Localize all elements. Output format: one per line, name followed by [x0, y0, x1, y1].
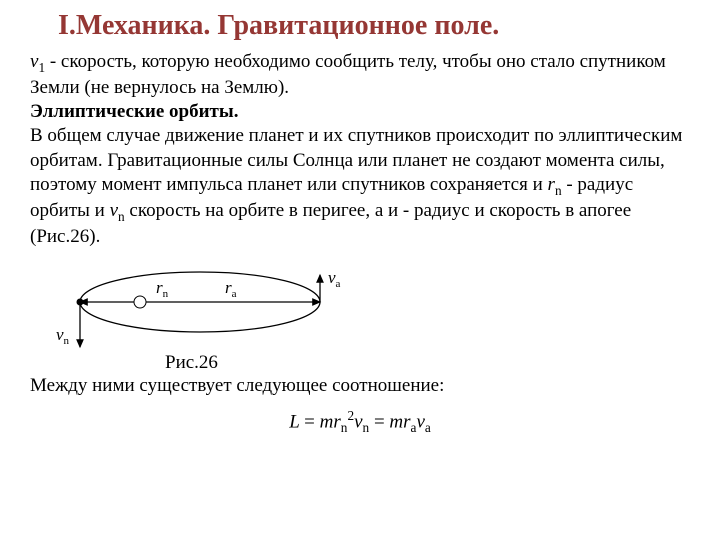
paragraph-after-figure: Между ними существует следующее соотноше…	[30, 374, 690, 398]
fv2: v	[416, 412, 424, 433]
bold-heading: Эллиптические орбиты.	[30, 101, 238, 122]
symbol-rn: rn	[548, 174, 567, 195]
feq2: =	[374, 412, 389, 433]
feq1: =	[304, 412, 319, 433]
v1-sub: 1	[38, 60, 45, 75]
rn-base: r	[548, 174, 555, 195]
svg-text:ra: ra	[225, 278, 237, 300]
symbol-vn: vn	[110, 200, 130, 221]
svg-text:vn: vn	[56, 325, 70, 347]
fm1: m	[320, 412, 334, 433]
fva: a	[425, 420, 431, 435]
ellipse-diagram: rn ra vn va	[50, 255, 350, 350]
para1a: - скорость, которую необходимо сообщить …	[30, 51, 666, 98]
vn-base: v	[110, 200, 118, 221]
rn-sub: n	[555, 183, 562, 198]
symbol-v1: v1	[30, 51, 50, 72]
vn-sub: n	[118, 209, 125, 224]
fm2: m	[389, 412, 403, 433]
svg-text:rn: rn	[156, 278, 169, 300]
figure-caption: Рис.26	[165, 352, 690, 374]
fL: L	[289, 412, 299, 433]
fv1: v	[354, 412, 362, 433]
svg-text:va: va	[328, 268, 341, 290]
fvn: n	[363, 420, 370, 435]
fr2: r	[403, 412, 410, 433]
page-title: I.Механика. Гравитационное поле.	[58, 10, 690, 42]
fr1: r	[333, 412, 340, 433]
formula-angular-momentum: L = mrn2vn = mrava	[30, 408, 690, 436]
paragraph-block: v1 - скорость, которую необходимо сообщи…	[30, 50, 690, 249]
figure-26: rn ra vn va	[50, 255, 690, 350]
